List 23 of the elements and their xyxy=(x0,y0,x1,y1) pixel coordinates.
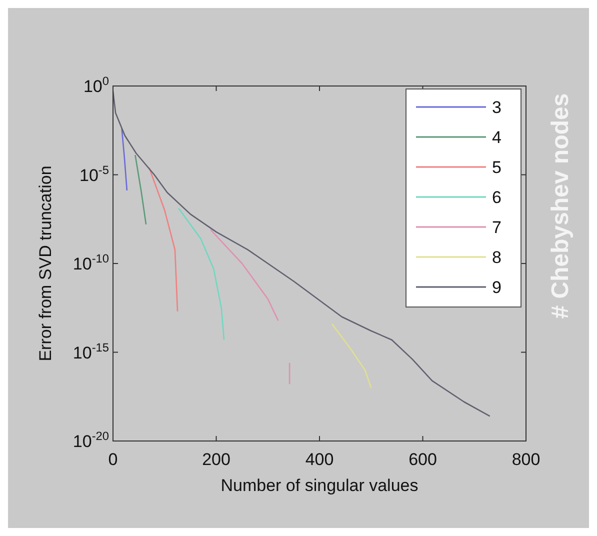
x-tick-label: 600 xyxy=(408,450,437,469)
y-tick-label: 10$^{-5}$ xyxy=(80,162,110,185)
y-tick-label: 10$^{0}$ xyxy=(83,74,110,96)
x-axis-title: Number of singular values xyxy=(220,476,418,495)
line-series xyxy=(178,208,225,340)
x-tick-label: 0 xyxy=(108,450,118,469)
legend-label: 4 xyxy=(492,128,502,147)
legend-label: 8 xyxy=(492,248,502,267)
line-series xyxy=(331,323,372,388)
y-axis-title: Error from SVD truncation xyxy=(36,166,55,362)
line-series xyxy=(112,90,491,417)
line-series xyxy=(148,167,178,312)
legend-label: 3 xyxy=(492,98,502,117)
y-tick-label: 10$^{-15}$ xyxy=(72,340,110,362)
legend-label: 9 xyxy=(492,278,502,297)
y-tick-label: 10$^{-20}$ xyxy=(72,429,110,451)
legend-label: 7 xyxy=(492,218,502,237)
x-tick-label: 800 xyxy=(512,450,540,469)
legend-label: 5 xyxy=(492,158,502,177)
legend-label: 6 xyxy=(492,188,502,207)
x-tick-label: 200 xyxy=(202,450,230,469)
y-tick-label: 10$^{-10}$ xyxy=(72,252,110,274)
x-tick-label: 400 xyxy=(305,450,334,469)
